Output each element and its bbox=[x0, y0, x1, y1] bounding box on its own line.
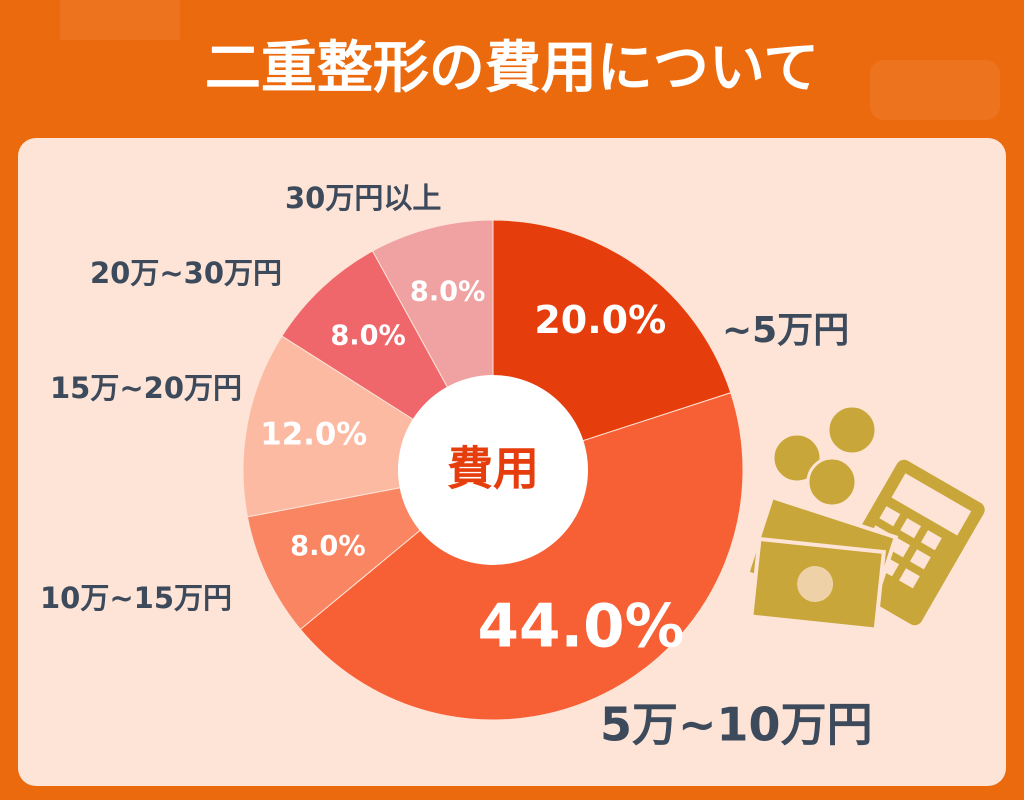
bg-deco bbox=[870, 60, 1000, 120]
coin bbox=[771, 432, 823, 484]
donut-hole bbox=[398, 375, 588, 565]
title: 二重整形の費用について bbox=[205, 36, 819, 101]
value-label: 12.0% bbox=[260, 416, 367, 452]
bg-deco bbox=[60, 0, 180, 40]
category-label: 5万~10万円 bbox=[600, 698, 873, 752]
value-label: 20.0% bbox=[534, 298, 666, 342]
value-label: 44.0% bbox=[478, 593, 685, 662]
value-label: 8.0% bbox=[330, 320, 405, 351]
center-label: 費用 bbox=[447, 442, 539, 496]
value-label: 8.0% bbox=[410, 277, 485, 308]
money-illustration bbox=[744, 404, 985, 632]
calculator-screen bbox=[891, 473, 972, 536]
value-label: 8.0% bbox=[290, 531, 365, 562]
category-label: 20万~30万円 bbox=[90, 256, 282, 290]
category-label: 30万円以上 bbox=[285, 181, 441, 215]
coin bbox=[826, 404, 878, 456]
category-label: 10万~15万円 bbox=[40, 581, 232, 615]
coin bbox=[806, 456, 858, 508]
category-label: ~5万円 bbox=[722, 310, 849, 351]
category-label: 15万~20万円 bbox=[50, 371, 242, 405]
